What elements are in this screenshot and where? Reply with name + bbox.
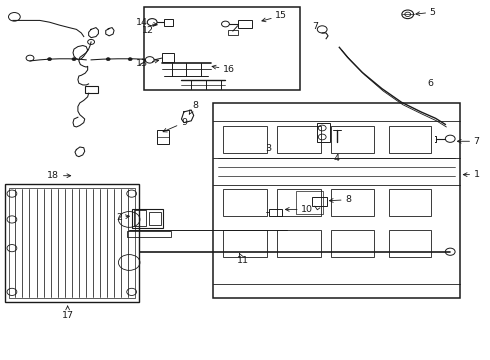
Bar	[318, 123, 330, 142]
Bar	[164, 19, 173, 26]
Bar	[228, 30, 238, 36]
Text: 5: 5	[416, 8, 436, 17]
Bar	[162, 53, 174, 62]
Bar	[277, 189, 321, 216]
Bar	[223, 230, 267, 257]
Text: 9: 9	[163, 118, 187, 132]
Bar	[134, 211, 147, 226]
Bar	[149, 212, 161, 225]
Bar	[331, 230, 374, 257]
Text: 11: 11	[237, 253, 248, 265]
Circle shape	[88, 40, 95, 44]
Bar	[389, 126, 431, 153]
Bar	[331, 126, 374, 153]
Bar	[157, 130, 169, 144]
Text: 15: 15	[262, 11, 287, 22]
Bar	[4, 184, 139, 302]
Bar	[277, 126, 321, 153]
Text: 4: 4	[334, 154, 340, 163]
Bar	[85, 86, 98, 93]
Bar	[8, 188, 135, 298]
Text: 14: 14	[136, 18, 157, 27]
Bar	[389, 230, 431, 257]
Text: 17: 17	[62, 306, 74, 320]
Text: 6: 6	[428, 80, 434, 89]
Bar	[313, 197, 327, 206]
Text: 8: 8	[189, 101, 198, 114]
Text: 7: 7	[312, 22, 318, 31]
Text: 1: 1	[463, 170, 480, 179]
Bar	[389, 189, 431, 216]
Bar	[296, 191, 323, 214]
Text: 8: 8	[329, 195, 351, 204]
Bar	[238, 21, 252, 28]
Text: 2: 2	[116, 213, 129, 222]
Circle shape	[72, 58, 76, 60]
Bar	[144, 7, 300, 90]
Text: 18: 18	[48, 171, 71, 180]
Text: 13: 13	[136, 59, 159, 68]
Circle shape	[48, 58, 51, 60]
Bar	[331, 189, 374, 216]
Bar	[223, 189, 267, 216]
Text: 16: 16	[212, 65, 235, 74]
Text: 10: 10	[286, 205, 313, 214]
Bar	[132, 209, 163, 228]
Text: 7: 7	[458, 137, 480, 146]
Bar	[277, 230, 321, 257]
Bar	[223, 126, 267, 153]
Text: 3: 3	[266, 144, 271, 153]
Bar	[127, 231, 171, 237]
Bar	[213, 103, 460, 298]
Bar	[270, 209, 282, 216]
Circle shape	[106, 58, 110, 60]
Circle shape	[128, 58, 132, 60]
Text: 12: 12	[142, 26, 154, 35]
